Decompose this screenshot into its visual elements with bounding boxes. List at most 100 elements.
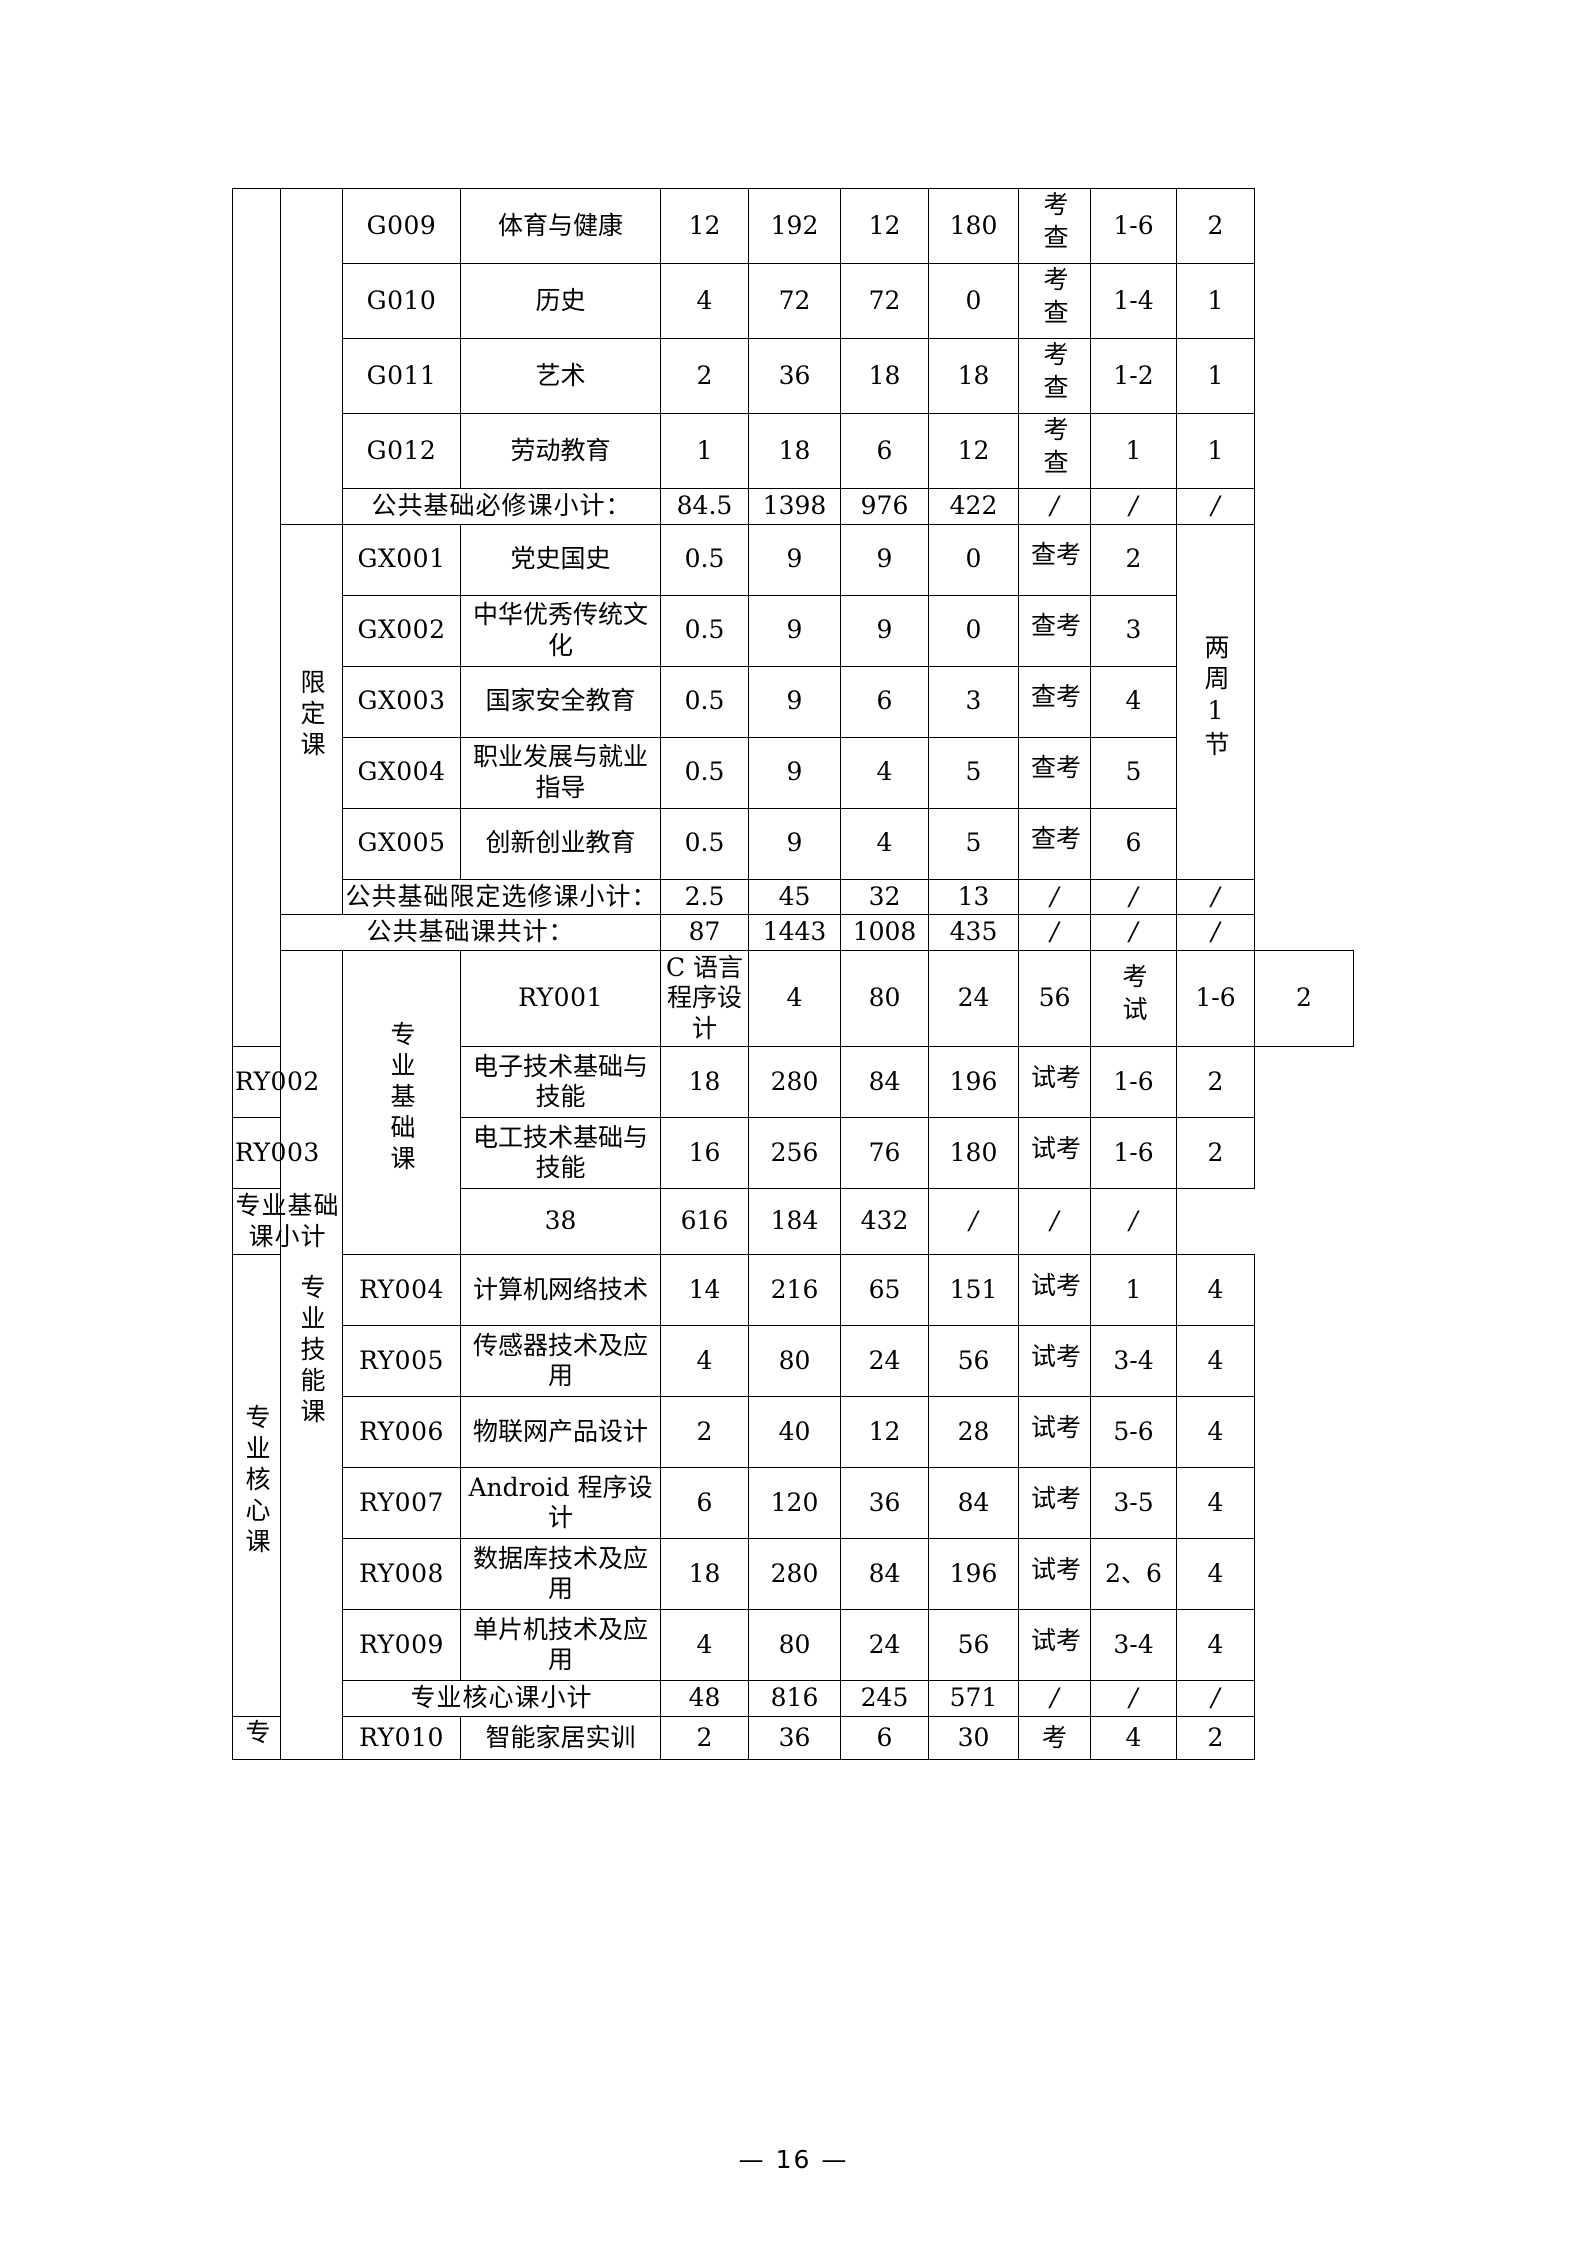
course-name: 物联网产品设计 [460,1396,661,1468]
course-theory-hours: 12 [840,1396,929,1468]
course-semester: 6 [1090,807,1177,880]
course-code: RY007 [342,1467,461,1539]
course-practice-hours: 5 [928,807,1019,880]
table-row: RY006 物联网产品设计 2 40 12 28 考试 5-6 4 [233,1396,1354,1468]
course-weekly-hours: 2 [1176,1715,1255,1760]
course-semester: 1-6 [1090,188,1177,264]
exam-type-label: 考查 [1027,612,1082,645]
course-code: GX001 [342,523,461,596]
course-theory-hours: 84 [840,1538,929,1610]
exam-type-label: 考查 [1040,266,1069,332]
course-practice-hours: 30 [928,1715,1019,1760]
course-theory-hours: 12 [840,188,929,264]
course-semester: 3 [1090,594,1177,667]
course-semester: 3-4 [1090,1609,1177,1681]
course-credits: 2 [660,1396,749,1468]
course-semester: 1-4 [1090,263,1177,339]
table-row-subtotal: 专业核心课小计 48 816 245 571 / / / [233,1680,1354,1717]
curriculum-table-container: G009 体育与健康 12 192 12 180 考查 1-6 2 G010 历… [232,188,1354,1760]
table-row-subtotal: 专业基础课小计 38 616 184 432 / / / [232,1188,1354,1255]
subcategory-label: 专业基础课 [387,1021,416,1176]
course-code: RY009 [342,1609,461,1681]
course-exam-type: 考 [1018,1715,1091,1760]
course-exam-type: 考试 [1018,1325,1091,1397]
course-weekly-hours: 4 [1176,1325,1255,1397]
course-credits: 4 [660,263,749,339]
course-credits: 16 [660,1117,749,1189]
course-semester: 3-4 [1090,1325,1177,1397]
course-exam-type: 考查 [1018,188,1091,264]
course-exam-type: 考试 [1018,1538,1091,1610]
course-weekly-hours: 1 [1176,338,1255,414]
course-practice-hours: 56 [928,1609,1019,1681]
subtotal-practice-hours: 422 [928,488,1019,525]
course-total-hours: 80 [840,949,929,1047]
subtotal-semester: / [1090,488,1177,525]
course-total-hours: 216 [748,1254,841,1326]
table-row: G012 劳动教育 1 18 6 12 考查 1 1 [233,413,1354,489]
course-practice-hours: 12 [928,413,1019,489]
course-practice-hours: 0 [928,263,1019,339]
course-theory-hours: 4 [840,807,929,880]
course-credits: 14 [660,1254,749,1326]
exam-type-label: 考试 [1027,1134,1082,1168]
course-code: RY005 [342,1325,461,1397]
table-row: G010 历史 4 72 72 0 考查 1-4 1 [233,263,1354,339]
course-name: 历史 [460,263,661,339]
subtotal-theory-hours: 245 [840,1680,929,1717]
course-credits: 6 [660,1467,749,1539]
page-number: — 16 — [738,2145,849,2174]
course-weekly-hours: 4 [1176,1254,1255,1326]
course-total-hours: 72 [748,263,841,339]
course-code: G010 [342,263,461,339]
course-credits: 1 [660,413,749,489]
course-semester: 4 [1090,665,1177,738]
subtotal-label-public-limited: 公共基础限定选修课小计： [342,878,661,915]
subcategory-cell-vocational-extend: 专 [232,1715,281,1760]
course-code: GX003 [342,665,461,738]
course-credits: 4 [748,949,841,1047]
course-name: 电子技术基础与技能 [460,1046,661,1118]
course-practice-hours: 18 [928,338,1019,414]
subtotal-weekly-hours: / [1090,1188,1177,1255]
course-credits: 0.5 [660,807,749,880]
course-practice-hours: 151 [928,1254,1019,1326]
course-code: GX005 [342,807,461,880]
course-total-hours: 280 [748,1538,841,1610]
course-credits: 0.5 [660,523,749,596]
course-total-hours: 9 [748,807,841,880]
course-practice-hours: 56 [1018,949,1091,1047]
course-name: 数据库技术及应用 [460,1538,661,1610]
course-weekly-hours: 2 [1176,188,1255,264]
exam-type-label: 考试 [1027,1413,1082,1447]
course-credits: 2 [660,1715,749,1760]
total-exam-type: / [1018,914,1091,951]
exam-type-label: 考查 [1040,416,1069,482]
course-theory-hours: 24 [840,1325,929,1397]
course-practice-hours: 56 [928,1325,1019,1397]
course-practice-hours: 196 [928,1046,1019,1118]
course-theory-hours: 72 [840,263,929,339]
course-name: 党史国史 [460,523,661,596]
course-exam-type: 考试 [1018,1609,1091,1681]
course-total-hours: 9 [748,736,841,809]
exam-type-label: 考试 [1027,1555,1082,1589]
course-weekly-hours: 1 [1176,263,1255,339]
course-weekly-hours: 2 [1176,1117,1255,1189]
course-total-hours: 256 [748,1117,841,1189]
subtotal-credits: 48 [660,1680,749,1717]
course-name: 单片机技术及应用 [460,1609,661,1681]
subtotal-exam-type: / [928,1188,1019,1255]
table-row-total: 公共基础课共计： 87 1443 1008 435 / / / [233,914,1354,951]
course-weekly-hours: 4 [1176,1538,1255,1610]
subtotal-total-hours: 1398 [748,488,841,525]
subtotal-semester: / [1090,1680,1177,1717]
subtotal-weekly-hours: / [1176,1680,1255,1717]
course-code: GX004 [342,736,461,809]
course-exam-type: 考试 [1090,949,1177,1047]
course-credits: 4 [660,1609,749,1681]
exam-type-label: 考试 [1119,963,1148,1030]
course-theory-hours: 6 [840,1715,929,1760]
course-semester: 5 [1090,736,1177,809]
course-semester: 2、6 [1090,1538,1177,1610]
